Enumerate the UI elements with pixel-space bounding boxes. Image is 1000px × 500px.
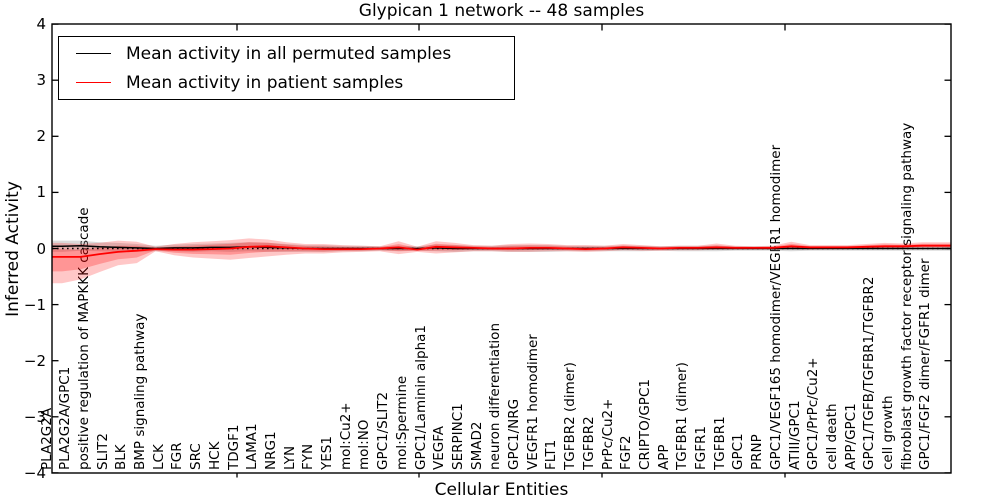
chart-title: Glypican 1 network -- 48 samples — [358, 1, 645, 21]
category-label: GPC1/NRG — [506, 398, 522, 470]
category-label: GPC1/VEGF165 homodimer/VEGFR1 homodimer — [767, 144, 784, 470]
y-tick-label: −1 — [23, 295, 46, 314]
legend-label-patient: Mean activity in patient samples — [126, 72, 404, 93]
category-label: LYN — [281, 445, 298, 470]
legend-item-permuted: Mean activity in all permuted samples — [76, 44, 514, 64]
category-label: fibroblast growth factor receptor signal… — [898, 122, 915, 470]
y-tick-label: 0 — [36, 239, 46, 258]
category-label: VEGFA — [431, 426, 448, 470]
category-label: neuron differentiation — [487, 323, 504, 470]
category-label: SMAD2 — [468, 421, 485, 470]
category-label: BLK — [113, 444, 130, 470]
category-label: CRIPTO/GPC1 — [636, 379, 653, 470]
category-label: SRC — [188, 443, 205, 470]
category-label: ATIII/GPC1 — [786, 400, 803, 470]
category-label: PrPc/Cu2+ — [599, 398, 616, 470]
category-label: GPC1/FGF2 dimer/FGFR1 dimer — [917, 258, 934, 471]
category-label: TGFBR2 (dimer) — [562, 362, 579, 470]
y-tick-label: 4 — [36, 15, 46, 34]
category-label: PRNP — [749, 434, 766, 470]
category-label: GPC1/PrPc/Cu2+ — [805, 357, 822, 470]
category-label: YES1 — [319, 436, 335, 470]
legend: Mean activity in all permuted samples Me… — [58, 36, 515, 100]
category-label: PLA2G2A/GPC1 — [57, 366, 74, 470]
legend-label-permuted: Mean activity in all permuted samples — [126, 43, 452, 64]
category-label: mol:Cu2+ — [337, 402, 354, 470]
category-label: TDGF1 — [225, 424, 242, 470]
category-label: TGFBR2 — [580, 416, 597, 470]
category-label: GPC1/Laminin alpha1 — [412, 324, 429, 470]
legend-item-patient: Mean activity in patient samples — [76, 73, 514, 93]
category-label: GPC1 — [730, 433, 747, 470]
x-axis-label: Cellular Entities — [434, 480, 569, 500]
category-label: mol:NO — [356, 419, 373, 470]
category-label: TGFBR1 (dimer) — [674, 362, 691, 470]
category-label: FGFR1 — [693, 426, 709, 470]
y-tick-label: 1 — [36, 183, 46, 202]
category-label: GPC1/SLIT2 — [375, 391, 392, 470]
category-label: FYN — [300, 443, 317, 470]
category-label: HCK — [206, 441, 223, 470]
category-label: cell growth — [880, 395, 896, 471]
y-tick-label: 2 — [36, 127, 46, 146]
category-label: mol:Spermine — [393, 375, 410, 470]
category-label: cell death — [823, 403, 840, 470]
category-label: SLIT2 — [94, 433, 111, 470]
y-tick-label: −2 — [23, 351, 46, 370]
y-tick-label: −3 — [23, 407, 46, 426]
category-label: positive regulation of MAPKKK cascade — [75, 207, 92, 470]
category-label: PLA2G2A — [38, 407, 55, 470]
category-label: FLT1 — [543, 439, 560, 470]
category-label: BMP signaling pathway — [132, 313, 148, 470]
patient-line-swatch — [76, 82, 111, 83]
category-label: NRG1 — [262, 431, 279, 470]
category-label: FGR — [169, 442, 186, 470]
category-label: GPC1/TGFB/TGFBR1/TGFBR2 — [861, 276, 878, 470]
category-label: VEGFR1 homodimer — [524, 334, 541, 470]
category-label: TGFBR1 — [711, 416, 728, 470]
permuted-line-swatch — [76, 53, 111, 54]
category-label: FGF2 — [618, 435, 635, 470]
category-label: APP/GPC1 — [842, 403, 859, 470]
y-tick-label: 3 — [36, 71, 46, 90]
category-label: SERPINC1 — [449, 403, 466, 470]
category-label: LCK — [150, 444, 167, 470]
category-label: APP — [655, 444, 672, 470]
category-label: LAMA1 — [244, 423, 261, 470]
y-tick-label: −4 — [23, 463, 46, 482]
